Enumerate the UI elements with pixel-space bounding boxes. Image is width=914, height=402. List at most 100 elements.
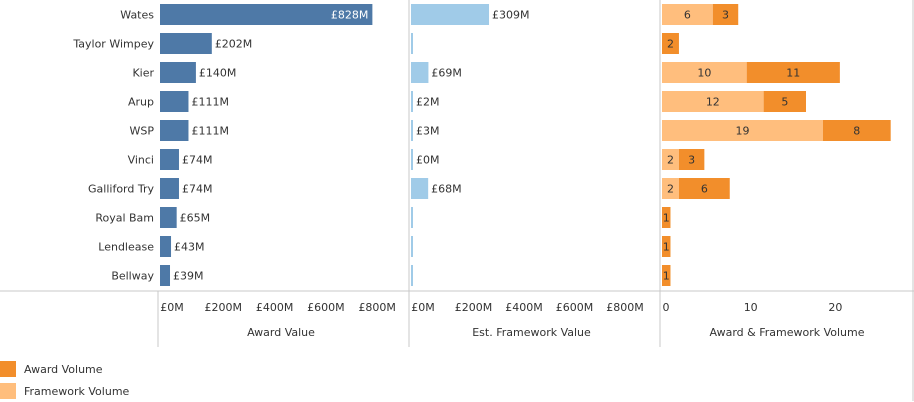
bar-p1-kier — [160, 62, 196, 83]
legend-swatch-award — [0, 361, 16, 377]
axis-title-p3: Award & Framework Volume — [710, 326, 865, 339]
bar-p2-lendlease — [411, 236, 413, 257]
value-label-p1-arup: £111M — [191, 96, 229, 109]
value-label-p2-arup: £2M — [416, 96, 440, 109]
bar-p1-lendlease — [160, 236, 172, 257]
bar-p1-bellway — [160, 265, 171, 286]
bar-volume-award-volume-arup — [763, 91, 806, 112]
value-label-volume-award-volume-wsp: 8 — [853, 125, 860, 138]
value-label-volume-award-volume-galliford-try: 6 — [701, 183, 708, 196]
value-label-volume-award-volume-vinci: 3 — [688, 154, 695, 167]
bar-p1-royal-bam — [160, 207, 177, 228]
value-label-volume-award-volume-wates: 3 — [722, 9, 729, 22]
bar-volume-award-volume-royal-bam — [662, 207, 671, 228]
bar-p1-galliford-try — [160, 178, 179, 199]
bar-volume-award-volume-wates — [712, 4, 739, 25]
tick-label-p1-2: £400M — [256, 301, 294, 314]
category-label-royal-bam: Royal Bam — [95, 212, 154, 225]
category-label-galliford-try: Galliford Try — [88, 183, 154, 196]
value-label-volume-award-volume-bellway: 1 — [663, 270, 670, 283]
legend-label-award: Award Volume — [24, 362, 103, 376]
value-label-p1-taylor-wimpey: £202M — [215, 38, 253, 51]
value-label-volume-award-volume-taylor-wimpey: 2 — [667, 38, 674, 51]
legend-item-framework-volume[interactable]: Framework Volume — [0, 380, 129, 402]
bar-p2-bellway — [411, 265, 413, 286]
axis-title-p2: Est. Framework Value — [472, 326, 591, 339]
value-label-volume-award-volume-kier: 11 — [786, 67, 800, 80]
bar-volume-framework-volume-arup — [662, 91, 764, 112]
value-label-volume-award-volume-royal-bam: 1 — [663, 212, 670, 225]
tick-label-p1-1: £200M — [205, 301, 243, 314]
legend: Award Volume Framework Volume — [0, 358, 129, 402]
bar-p2-kier — [411, 62, 429, 83]
bar-p2-galliford-try — [411, 178, 429, 199]
bar-volume-framework-volume-galliford-try — [662, 178, 679, 199]
value-label-p2-wsp: £3M — [416, 125, 440, 138]
bar-p1-wsp — [160, 120, 189, 141]
tick-label-p1-3: £600M — [307, 301, 345, 314]
bar-p2-wsp — [411, 120, 413, 141]
value-label-volume-award-volume-arup: 5 — [781, 96, 788, 109]
axis-title-p1: Award Value — [247, 326, 315, 339]
bar-p1-arup — [160, 91, 189, 112]
bar-volume-framework-volume-wsp — [662, 120, 823, 141]
category-label-kier: Kier — [132, 67, 154, 80]
bar-volume-framework-volume-wates — [662, 4, 713, 25]
legend-label-framework: Framework Volume — [24, 384, 130, 398]
bar-p1-taylor-wimpey — [160, 33, 212, 54]
value-label-p2-galliford-try: £68M — [431, 183, 462, 196]
bar-volume-framework-volume-vinci — [662, 149, 679, 170]
bar-volume-award-volume-galliford-try — [678, 178, 730, 199]
value-label-volume-framework-volume-galliford-try: 2 — [667, 183, 674, 196]
value-label-p2-wates: £309M — [492, 9, 529, 22]
category-label-wsp: WSP — [130, 125, 155, 138]
value-label-p1-lendlease: £43M — [174, 241, 205, 254]
tick-label-p2-4: £800M — [606, 301, 644, 314]
bar-p2-vinci — [411, 149, 413, 170]
value-label-p2-kier: £69M — [431, 67, 462, 80]
value-label-volume-framework-volume-vinci: 2 — [667, 154, 674, 167]
value-label-volume-framework-volume-kier: 10 — [697, 67, 711, 80]
category-label-arup: Arup — [128, 96, 154, 109]
bar-p2-taylor-wimpey — [411, 33, 413, 54]
bar-p1-vinci — [160, 149, 179, 170]
tick-label-p2-1: £200M — [455, 301, 493, 314]
category-label-taylor-wimpey: Taylor Wimpey — [72, 38, 154, 51]
tick-label-p3-0: 0 — [663, 301, 670, 314]
bar-volume-award-volume-wsp — [822, 120, 891, 141]
value-label-p1-galliford-try: £74M — [182, 183, 213, 196]
tick-label-p2-0: £0M — [411, 301, 435, 314]
bar-volume-award-volume-kier — [746, 62, 840, 83]
tick-label-p3-2: 20 — [828, 301, 842, 314]
bar-volume-award-volume-taylor-wimpey — [662, 33, 679, 54]
tick-label-p3-1: 10 — [744, 301, 758, 314]
value-label-p1-vinci: £74M — [182, 154, 213, 167]
value-label-volume-framework-volume-wsp: 19 — [735, 125, 749, 138]
category-label-bellway: Bellway — [111, 270, 154, 283]
bar-volume-framework-volume-kier — [662, 62, 747, 83]
value-label-p1-wates: £828M — [331, 9, 369, 22]
value-label-p1-wsp: £111M — [191, 125, 229, 138]
tick-label-p1-4: £800M — [358, 301, 396, 314]
value-label-p1-royal-bam: £65M — [180, 212, 211, 225]
legend-swatch-framework — [0, 383, 16, 399]
value-label-p2-vinci: £0M — [416, 154, 440, 167]
bar-volume-award-volume-vinci — [678, 149, 705, 170]
category-label-wates: Wates — [120, 9, 154, 22]
value-label-volume-framework-volume-wates: 6 — [684, 9, 691, 22]
category-label-lendlease: Lendlease — [98, 241, 154, 254]
tick-label-p2-2: £400M — [505, 301, 543, 314]
tick-label-p2-3: £600M — [556, 301, 594, 314]
value-label-p1-bellway: £39M — [173, 270, 204, 283]
bar-volume-award-volume-bellway — [662, 265, 671, 286]
value-label-volume-award-volume-lendlease: 1 — [663, 241, 670, 254]
bar-p2-wates — [411, 4, 490, 25]
value-label-volume-framework-volume-arup: 12 — [706, 96, 720, 109]
bar-p1-wates — [160, 4, 373, 25]
category-label-vinci: Vinci — [128, 154, 154, 167]
value-label-p1-kier: £140M — [199, 67, 237, 80]
bar-p2-arup — [411, 91, 413, 112]
legend-item-award-volume[interactable]: Award Volume — [0, 358, 129, 380]
bar-volume-award-volume-lendlease — [662, 236, 671, 257]
